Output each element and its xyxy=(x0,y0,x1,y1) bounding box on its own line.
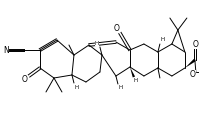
Polygon shape xyxy=(185,59,196,68)
Text: O: O xyxy=(190,70,196,80)
Polygon shape xyxy=(130,67,135,77)
Text: O: O xyxy=(22,75,28,85)
Text: H: H xyxy=(161,37,165,41)
Text: H: H xyxy=(119,85,123,90)
Text: O: O xyxy=(114,24,120,33)
Text: H: H xyxy=(134,78,138,84)
Text: N: N xyxy=(3,45,9,55)
Text: H: H xyxy=(75,85,79,90)
Text: O: O xyxy=(193,40,199,49)
Text: H: H xyxy=(95,41,99,45)
